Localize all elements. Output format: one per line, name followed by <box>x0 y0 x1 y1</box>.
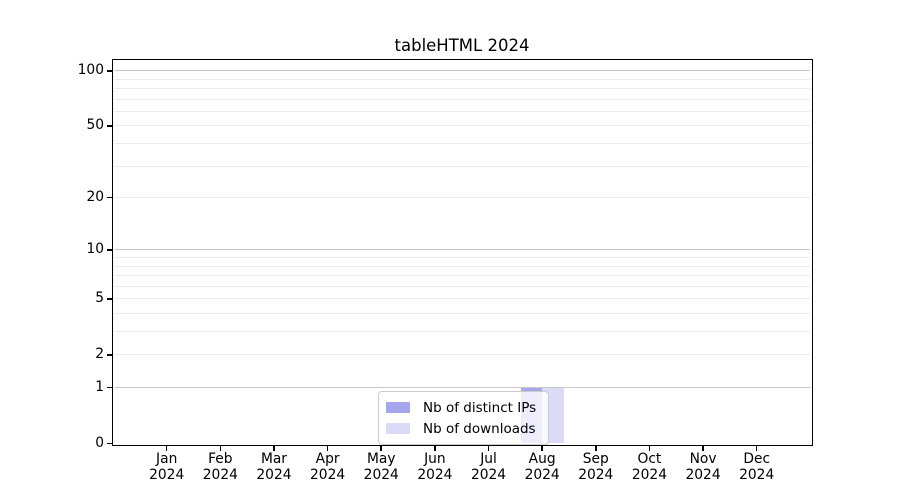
x-axis-tick-label: Jan 2024 <box>135 451 199 483</box>
x-axis-tick <box>594 445 597 451</box>
month-label: Dec <box>743 451 771 467</box>
y-axis-tick-label: 2 <box>95 346 104 363</box>
minor-gridline <box>114 197 810 199</box>
x-axis-tick <box>648 445 651 451</box>
month-label: Jan <box>156 451 178 467</box>
y-axis-tick-label: 50 <box>86 117 104 134</box>
x-axis-tick <box>219 445 222 451</box>
minor-gridline <box>114 165 810 167</box>
legend-entry: Nb of downloads <box>386 418 540 439</box>
minor-gridline <box>114 98 810 100</box>
minor-gridline <box>114 275 810 277</box>
month-label: Feb <box>208 451 233 467</box>
year-label: 2024 <box>149 467 185 483</box>
x-axis-tick-label: Oct 2024 <box>617 451 681 483</box>
year-label: 2024 <box>739 467 775 483</box>
x-axis-tick-label: Jul 2024 <box>457 451 521 483</box>
minor-gridline <box>114 354 810 356</box>
x-axis-tick-label: Nov 2024 <box>671 451 735 483</box>
x-axis-tick-label: Sep 2024 <box>564 451 628 483</box>
minor-gridline <box>114 265 810 267</box>
month-label: Apr <box>315 451 340 467</box>
year-label: 2024 <box>470 467 507 483</box>
year-label: 2024 <box>417 467 453 483</box>
year-label: 2024 <box>363 467 399 483</box>
minor-gridline <box>114 88 810 90</box>
month-label: Jun <box>424 451 446 467</box>
year-label: 2024 <box>631 467 667 483</box>
minor-gridline <box>114 313 810 315</box>
y-axis-tick <box>107 196 113 199</box>
x-axis-tick <box>541 445 543 451</box>
y-axis-tick <box>107 353 113 356</box>
minor-gridline <box>114 285 810 287</box>
legend: Nb of distinct IPs Nb of downloads <box>378 391 549 445</box>
y-axis-tick-label: 0 <box>95 435 104 451</box>
year-label: 2024 <box>524 467 560 483</box>
x-axis-tick <box>165 445 168 451</box>
minor-gridline <box>114 78 810 80</box>
year-label: 2024 <box>256 467 292 483</box>
legend-label: Nb of distinct IPs <box>423 399 537 416</box>
legend-label: Nb of downloads <box>423 420 536 437</box>
month-label: Jul <box>480 451 497 467</box>
major-gridline <box>114 387 810 389</box>
y-axis-tick-label: 10 <box>86 241 104 258</box>
x-axis-tick <box>434 445 436 451</box>
x-axis-tick-label: Feb 2024 <box>188 451 252 483</box>
x-axis-tick <box>755 445 758 451</box>
y-axis-tick <box>107 70 113 72</box>
y-axis-tick <box>107 442 113 445</box>
major-gridline <box>114 70 810 72</box>
month-label: Aug <box>528 451 556 467</box>
x-axis-tick <box>273 445 275 451</box>
minor-gridline <box>114 331 810 333</box>
y-axis-tick-label: 1 <box>95 379 104 396</box>
x-axis-tick-label: Aug 2024 <box>510 451 574 483</box>
x-axis-tick <box>702 445 704 451</box>
legend-entry: Nb of distinct IPs <box>386 397 540 418</box>
x-axis-tick <box>487 445 490 451</box>
x-axis-tick <box>326 445 329 451</box>
x-axis-tick-label: Apr 2024 <box>296 451 360 483</box>
legend-swatch <box>386 422 410 435</box>
year-label: 2024 <box>202 467 238 483</box>
x-axis-tick-label: Dec 2024 <box>725 451 789 483</box>
year-label: 2024 <box>578 467 614 483</box>
x-axis-tick-label: Jun 2024 <box>403 451 467 483</box>
x-axis-tick-label: May 2024 <box>349 451 413 483</box>
minor-gridline <box>114 143 810 145</box>
y-axis-tick-label: 20 <box>86 189 104 206</box>
minor-gridline <box>114 298 810 300</box>
minor-gridline <box>114 125 810 127</box>
year-label: 2024 <box>685 467 721 483</box>
chart-title: tableHTML 2024 <box>394 36 530 55</box>
minor-gridline <box>114 257 810 259</box>
month-label: Sep <box>582 451 609 467</box>
month-label: Oct <box>637 451 662 467</box>
x-axis-tick <box>380 445 383 451</box>
y-axis-tick <box>107 125 113 127</box>
y-axis-tick <box>107 386 113 389</box>
minor-gridline <box>114 111 810 113</box>
x-axis-tick-label: Mar 2024 <box>242 451 306 483</box>
y-axis-tick-label: 5 <box>95 290 104 307</box>
legend-swatch <box>386 401 410 414</box>
month-label: Mar <box>260 451 287 467</box>
y-axis-tick-label: 100 <box>77 62 104 79</box>
y-axis-tick <box>107 298 113 300</box>
month-label: May <box>366 451 396 467</box>
month-label: Nov <box>689 451 717 467</box>
y-axis-tick <box>107 249 113 251</box>
year-label: 2024 <box>310 467 346 483</box>
major-gridline <box>114 249 810 251</box>
